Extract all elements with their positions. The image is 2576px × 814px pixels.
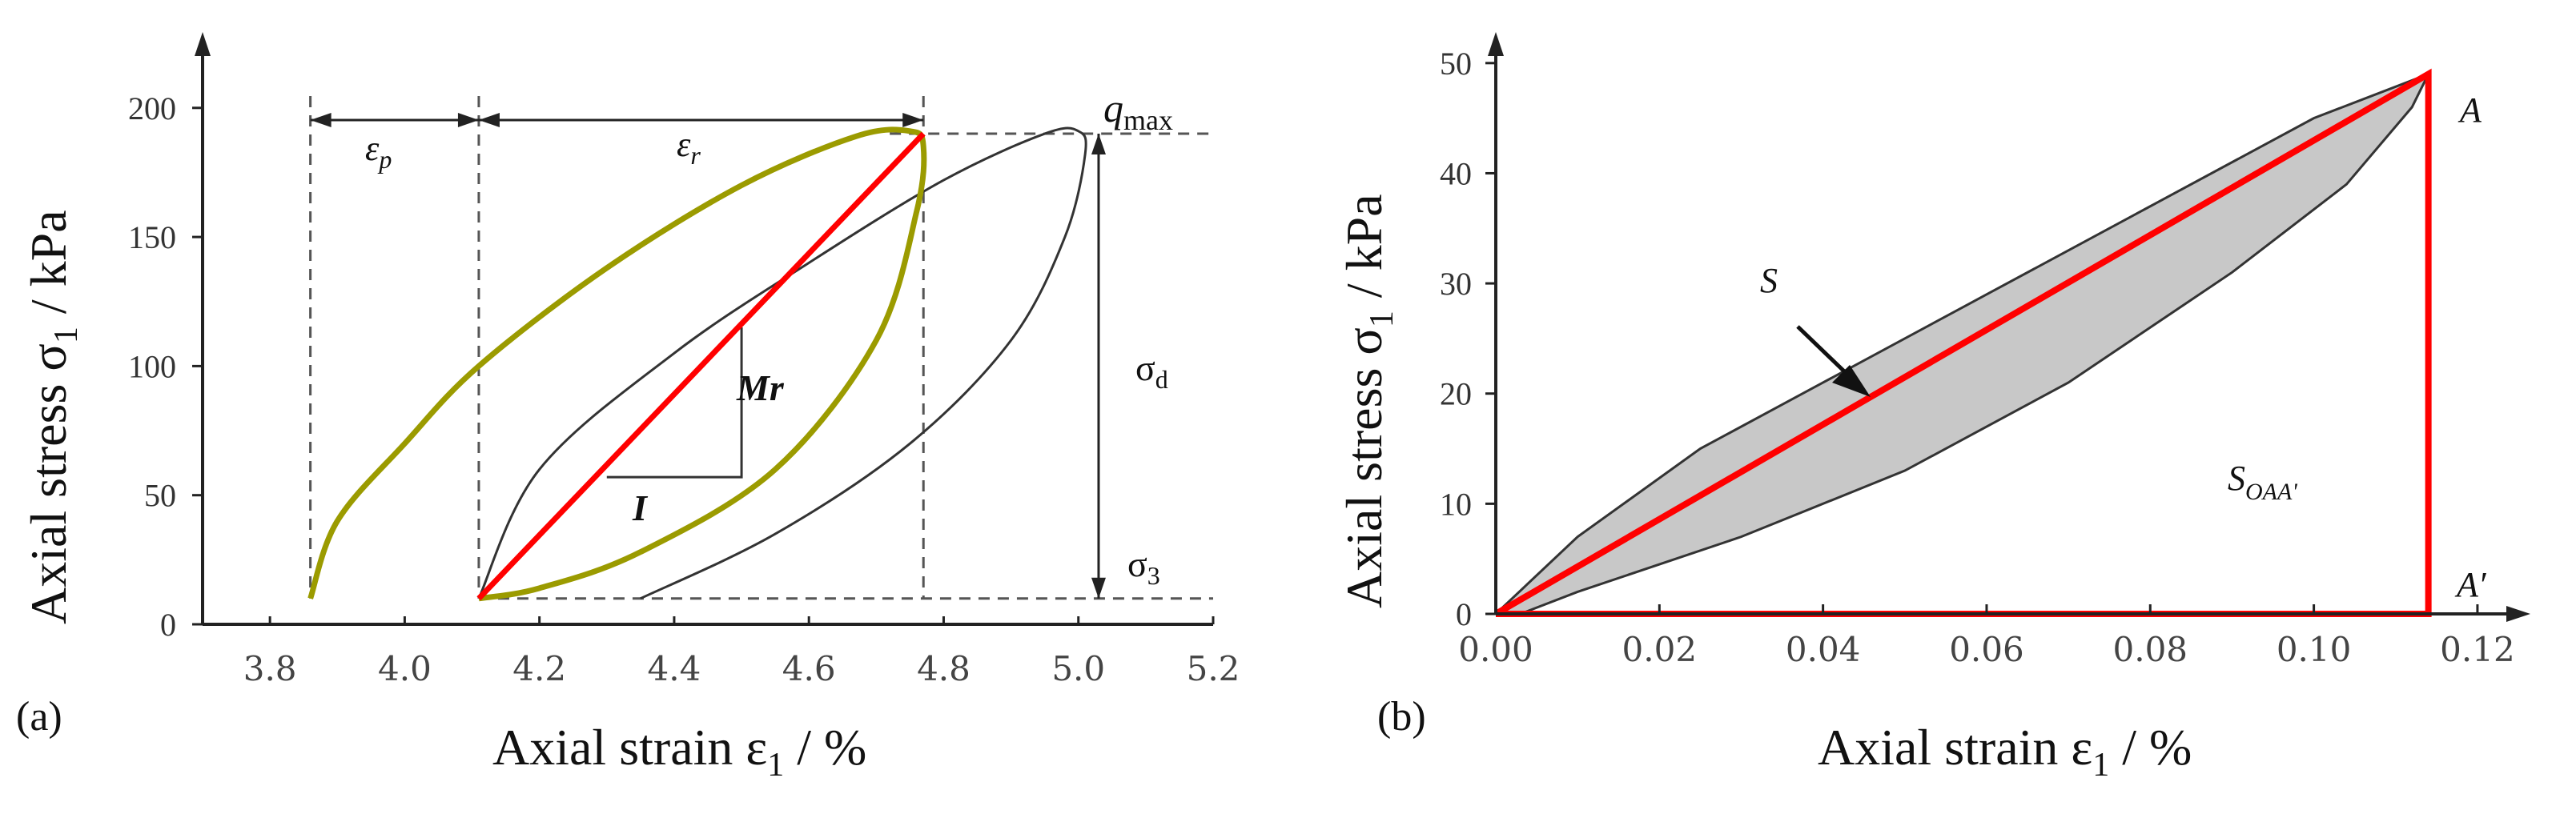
panel-b-x-axis-arrow (2506, 606, 2530, 622)
panel-a-ticks: 3.8 4.0 4.2 4.4 4.6 4.8 5.0 5.2 0 50 100 150 200 (128, 90, 1240, 688)
a-series-later-cycle (477, 126, 1087, 600)
a-xtick-label-1: 4.0 (378, 649, 432, 688)
a-ytick-label-1: 50 (144, 478, 176, 514)
sigma-3-label: σ3 (1127, 543, 1160, 590)
panel-a-y-axis-arrow (195, 32, 211, 56)
eps-r-label: εr (677, 125, 701, 170)
b-xtick-label-1: 0.02 (1622, 630, 1698, 669)
area-s-label: S (1760, 261, 1778, 300)
panel-b-marks (1493, 68, 2432, 617)
a-sigma-d-arrow-bottom (1091, 577, 1106, 599)
a-ytick-label-2: 100 (128, 348, 176, 384)
a-eps-p-arrow-head-right (457, 113, 479, 127)
b-xtick-label-0: 0.00 (1458, 630, 1533, 669)
panel-b-ticks: 0.00 0.02 0.04 0.06 0.08 0.10 0.12 0 10 20 30 40 50 (1440, 46, 2515, 669)
a-eps-p-arrow-head-left (310, 113, 332, 127)
b-ytick-label-0: 0 (1456, 596, 1472, 632)
panel-a-y-label: Axial stress σ1 / kPa (20, 210, 85, 624)
a-eps-r-arrow-head-left (478, 113, 500, 127)
a-xtick-label-3: 4.4 (648, 649, 701, 688)
a-slope-triangle (606, 327, 743, 479)
a-xtick-label-7: 5.2 (1187, 649, 1240, 688)
soaa-label: SOAA' (2228, 459, 2297, 505)
a-xtick-label-2: 4.2 (512, 649, 566, 688)
a-eps-r-arrow-head-right (902, 113, 924, 127)
panel-b: 0.00 0.02 0.04 0.06 0.08 0.10 0.1201020304050 … (1336, 32, 2530, 784)
a-series-first-cycle (307, 126, 927, 602)
eps-p-label: εp (365, 129, 392, 174)
b-xtick-label-6: 0.12 (2440, 630, 2515, 669)
panel-b-label: (b) (1377, 694, 1426, 740)
b-ytick-label-3: 30 (1440, 266, 1472, 302)
a-xtick-label-0: 3.8 (243, 649, 297, 688)
panel-b-y-label: Axial stress σ1 / kPa (1336, 194, 1401, 608)
a-xtick-label-5: 4.8 (917, 649, 971, 688)
b-ytick-label-4: 40 (1440, 155, 1472, 191)
panel-b-y-axis-arrow (1488, 32, 1504, 56)
panel-b-x-label: Axial strain ε1 / % (1818, 719, 2192, 784)
b-xtick-label-5: 0.10 (2277, 630, 2352, 669)
panel-a-x-label: Axial strain ε1 / % (492, 719, 866, 784)
b-ytick-label-5: 50 (1440, 46, 1472, 82)
panel-a-marks (307, 96, 1213, 602)
a-sigma-d-arrow-top (1091, 134, 1106, 155)
b-ytick-label-2: 20 (1440, 376, 1472, 412)
b-xtick-label-2: 0.04 (1786, 630, 1861, 669)
a-ytick-label-3: 150 (128, 219, 176, 255)
area-s-arrowhead (1832, 365, 1871, 397)
sigma-d-label: σd (1135, 347, 1168, 394)
a-xtick-label-4: 4.6 (782, 649, 836, 688)
b-triangle-oaa (1493, 68, 2432, 617)
slope-one-label: I (632, 487, 649, 528)
a-series-resilient-modulus (476, 131, 926, 601)
a-ytick-label-0: 0 (160, 607, 176, 643)
b-ytick-label-1: 10 (1440, 486, 1472, 522)
b-xtick-label-4: 0.08 (2113, 630, 2188, 669)
point-a-label: A (2457, 90, 2482, 130)
a-xtick-label-6: 5.0 (1051, 649, 1105, 688)
mr-label: Mr (736, 367, 785, 408)
point-aprime-label: A′ (2454, 565, 2487, 604)
qmax-label: qmax (1103, 86, 1173, 136)
b-xtick-label-3: 0.06 (1949, 630, 2024, 669)
panel-a-label: (a) (16, 694, 62, 740)
a-ytick-label-4: 200 (128, 90, 176, 126)
